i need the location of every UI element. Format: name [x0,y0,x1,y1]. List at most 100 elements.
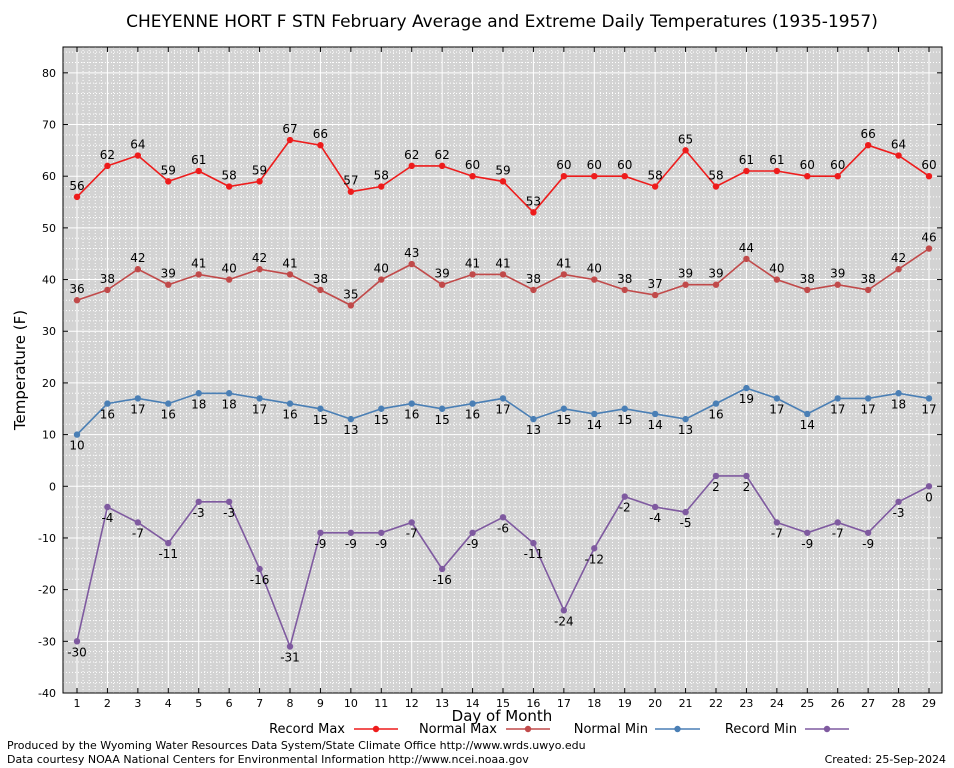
data-label: 38 [526,272,541,286]
data-label: 17 [130,402,145,416]
data-point [438,405,446,412]
data-point [104,503,111,511]
data-label: 64 [130,138,145,152]
series-record-max: 56 62 64 59 61 58 59 67 66 57 58 62 62 60 59 53 60 60 60 58… [69,122,937,216]
data-label: 42 [252,251,267,265]
data-label: 18 [891,397,906,411]
data-point [134,152,142,159]
data-label: -31 [280,650,300,664]
data-label: 17 [830,402,845,416]
data-point [743,167,750,175]
x-tick-label: 18 [587,697,601,710]
data-label: 16 [465,408,480,422]
x-tick-label: 13 [435,697,449,710]
x-tick-label: 1 [74,697,81,710]
data-label: 38 [100,272,115,286]
legend-label: Record Min [725,722,797,737]
x-tick-label: 8 [287,697,294,710]
data-label: 16 [100,408,115,422]
x-tick-label: 17 [557,697,571,710]
data-label: 60 [587,158,602,172]
data-point [682,281,689,288]
data-point [286,271,294,278]
y-tick-label: 70 [42,119,56,132]
data-label: 60 [465,158,480,172]
data-point [621,405,628,412]
legend-marker [674,725,681,733]
data-label: 39 [435,267,450,281]
data-label: 18 [222,397,237,411]
data-label: -7 [132,526,144,540]
data-point [317,286,324,294]
data-label: 17 [921,402,936,416]
data-label: 37 [648,277,663,291]
data-label: 56 [69,179,84,193]
data-label: -4 [649,511,661,525]
y-tick-label: 0 [49,480,56,493]
legend-marker [823,725,831,733]
data-label: 60 [556,158,571,172]
data-label: -5 [680,516,692,530]
data-label: -9 [345,537,357,551]
minor-gridlines [63,47,942,693]
data-label: 15 [435,413,450,427]
data-point [651,183,659,190]
data-point [347,529,355,536]
y-axis-title: Temperature (F) [11,310,29,431]
data-point [591,276,598,283]
data-label: -9 [862,537,874,551]
data-label: 42 [891,251,906,265]
data-label: 18 [191,397,206,411]
data-point [925,395,933,402]
data-label: 60 [830,158,845,172]
data-point [499,395,507,402]
data-point [743,472,750,480]
data-point [712,281,720,288]
x-tick-label: 15 [496,697,510,710]
x-tick-label: 22 [709,697,723,710]
data-point [530,286,537,294]
data-label: 53 [526,194,541,208]
data-label: 15 [313,413,328,427]
data-point [804,173,811,180]
x-tick-label: 2 [104,697,111,710]
data-point [469,271,476,278]
x-tick-label: 23 [739,697,753,710]
data-label: -9 [801,537,813,551]
data-point [438,281,446,288]
x-tick-label: 4 [165,697,172,710]
x-tick-label: 9 [317,697,324,710]
data-point [682,508,689,516]
data-point [225,390,233,397]
data-point [895,498,902,505]
data-point [591,173,598,180]
data-point [591,545,598,552]
footer-data-courtesy: Data courtesy NOAA National Centers for … [7,753,529,766]
data-label: 16 [404,408,419,422]
data-point [256,565,263,573]
x-tick-label: 21 [679,697,693,710]
data-point [408,162,415,170]
x-tick-label: 16 [526,697,540,710]
data-point [804,529,811,536]
y-tick-label: 50 [42,222,56,235]
x-tick-label: 24 [770,697,784,710]
data-point [195,498,202,505]
data-label: 41 [465,256,480,270]
data-label: 61 [191,153,206,167]
data-point [469,529,476,536]
data-point [560,271,568,278]
data-point [864,395,872,402]
data-point [225,498,233,505]
data-point [773,519,781,526]
data-point [499,514,507,521]
data-point [925,173,933,180]
data-point [864,286,872,294]
data-point [195,271,202,278]
data-label: -3 [223,506,235,520]
data-label: 16 [161,408,176,422]
data-point [834,519,841,526]
data-label: -7 [832,526,844,540]
